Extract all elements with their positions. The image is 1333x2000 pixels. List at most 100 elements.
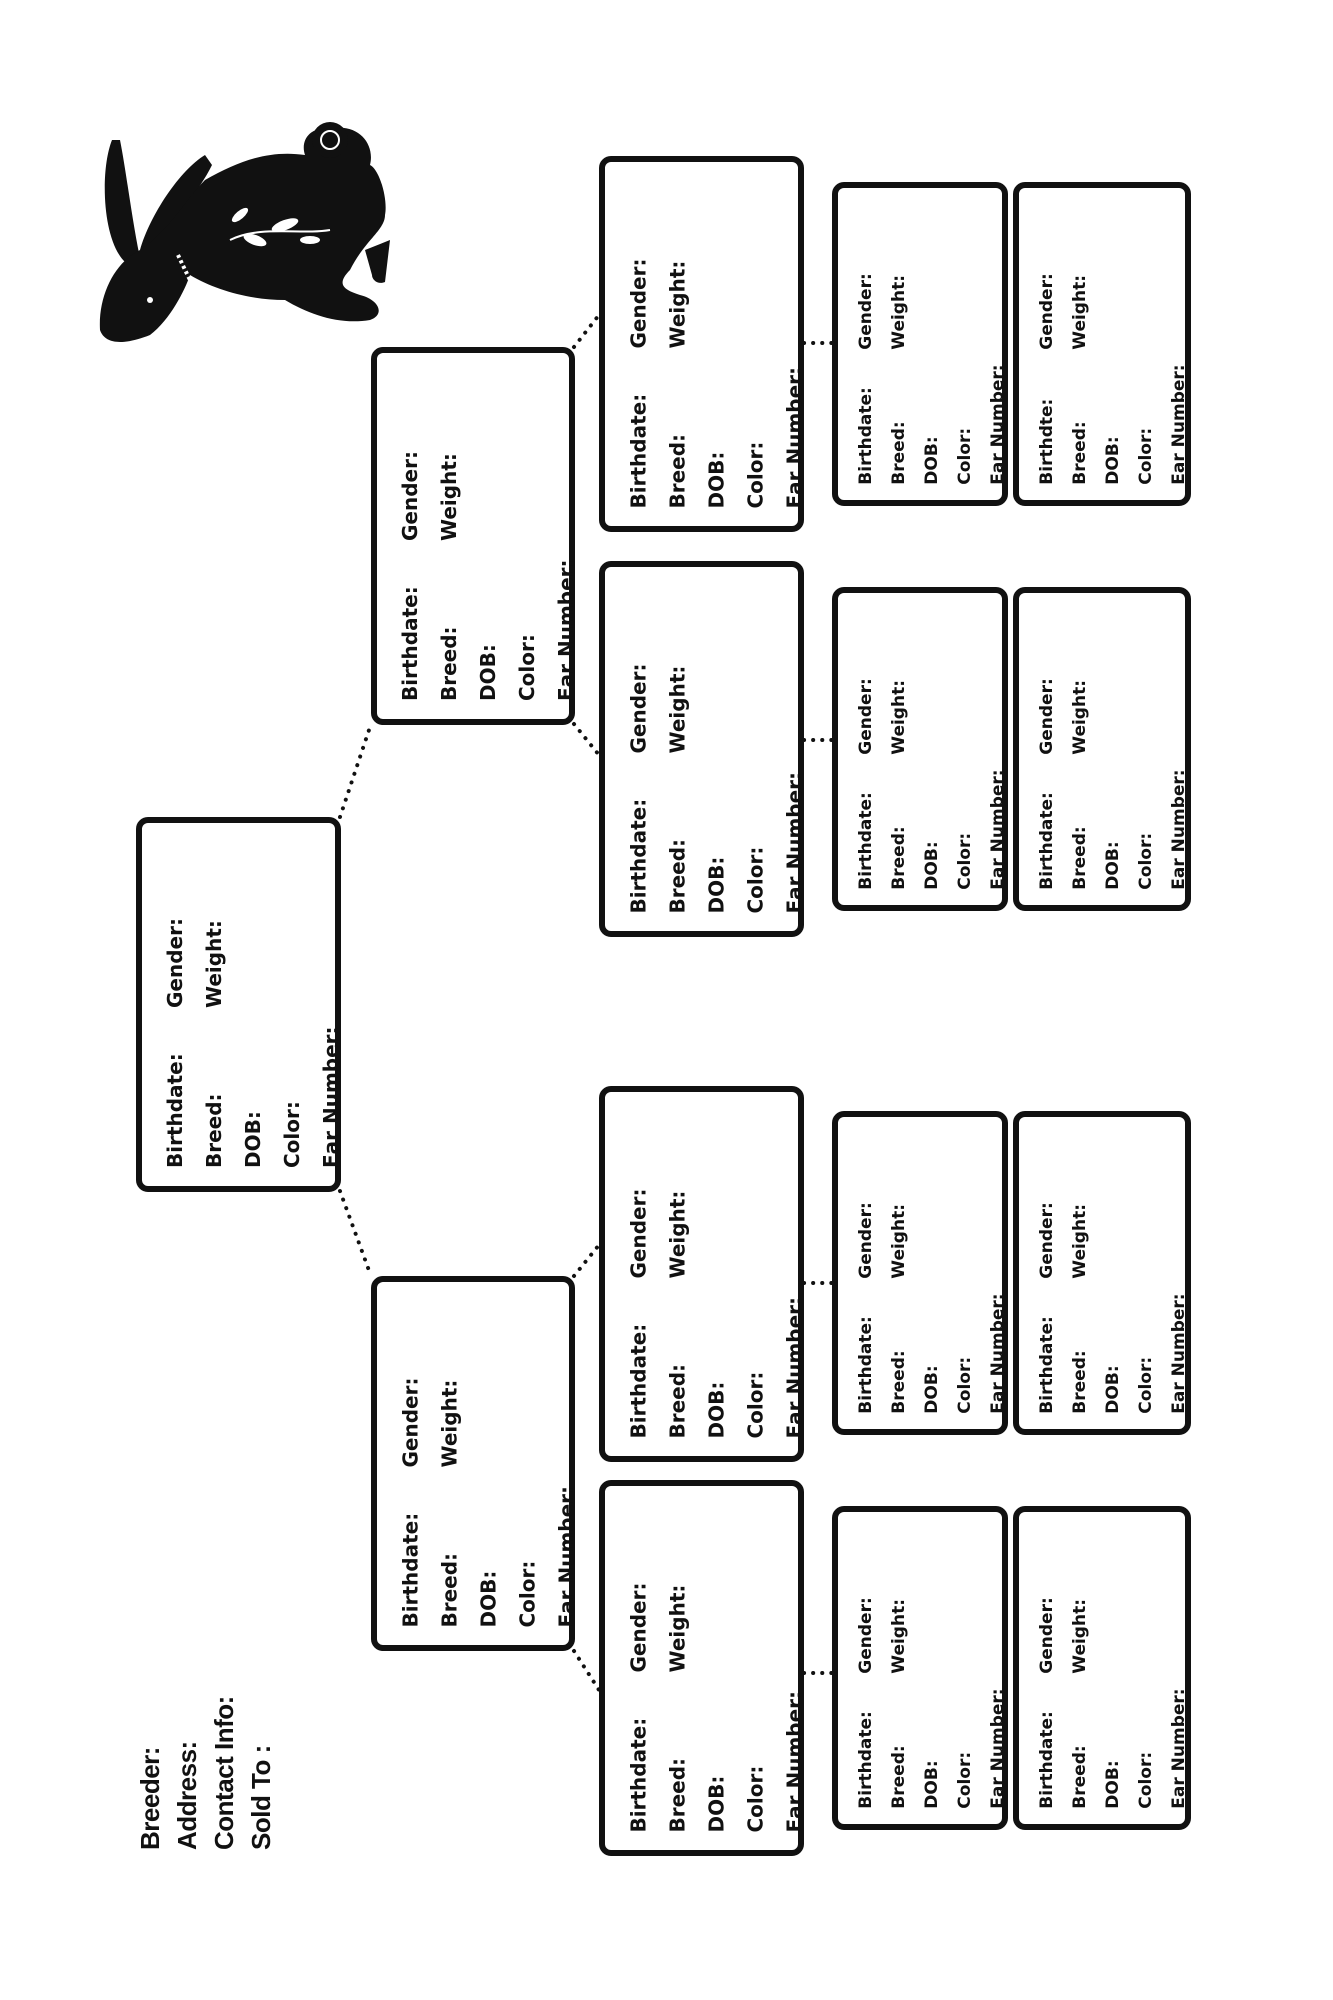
empty-cell — [1097, 1512, 1130, 1674]
field-label: Breed: — [202, 1093, 226, 1168]
field-label: Breed: — [1069, 421, 1090, 485]
field-label: Ear Number: — [1168, 364, 1189, 485]
side-field-label: Gender: — [855, 1597, 876, 1674]
empty-cell — [949, 593, 982, 755]
side-field-label: Weight: — [437, 453, 461, 541]
field-label: Ear Number: — [987, 364, 1008, 485]
field-label: Color: — [1135, 1751, 1156, 1809]
field-label: DOB: — [704, 856, 728, 913]
pedigree-box-grandparent: Birthdate: Gender: Breed: Weight: DOB: Color:… — [599, 1086, 806, 1462]
field-label: Breed: — [437, 1552, 461, 1627]
pedigree-box-great-grandparent: Birthdate: Gender: Breed: Weight: DOB: Color:… — [1013, 587, 1191, 911]
field-label: Color: — [954, 832, 975, 890]
side-field-label: Gender: — [855, 678, 876, 755]
pedigree-box-great-grandparent: Birthdate: Gender: Breed: Weight: DOB: Color:… — [1013, 1506, 1191, 1830]
field-label: Color: — [280, 1101, 304, 1168]
breeder-info-block: Breeder: Address: Contact Info: Sold To … — [120, 1696, 320, 2000]
empty-cell — [736, 567, 775, 753]
field-label: Ear Number: — [987, 1688, 1008, 1809]
pedigree-box-great-grandparent: Birthdate: Gender: Breed: Weight: DOB: Color:… — [832, 1111, 1008, 1435]
field-label: Breed: — [665, 1757, 689, 1832]
field-label: Ear Number: — [319, 1026, 343, 1168]
field-label: Birthdate: — [398, 586, 422, 701]
address-label: Address: — [172, 1741, 202, 1850]
side-field-label: Weight: — [665, 1190, 689, 1278]
field-label: Breed: — [888, 1745, 909, 1809]
pedigree-box-great-grandparent: Birthdte: Gender: Breed: Weight: DOB: Color: E… — [1013, 182, 1191, 506]
empty-cell — [916, 1117, 949, 1279]
field-label: Birthdate: — [855, 1316, 876, 1414]
contact-info-label: Contact Info: — [209, 1696, 239, 1850]
dotted-connector — [572, 1649, 601, 1692]
field-label: Birthdate: — [1036, 1316, 1057, 1414]
empty-cell — [1097, 1117, 1130, 1279]
dotted-connector — [338, 722, 373, 819]
side-field-label: Gender: — [855, 273, 876, 350]
side-field-label: Weight: — [888, 275, 909, 350]
sold-to-label: Sold To : — [246, 1745, 276, 1850]
side-field-label: Gender: — [1036, 273, 1057, 350]
field-label: Breed: — [888, 826, 909, 890]
field-label: Color: — [954, 1356, 975, 1414]
pedigree-box-grandparent: Birthdate: Gender: Breed: Weight: DOB: Color:… — [599, 1480, 806, 1856]
field-label: DOB: — [921, 1760, 942, 1809]
field-label: Breed: — [888, 1350, 909, 1414]
empty-cell — [949, 1512, 982, 1674]
side-field-label: Weight: — [202, 920, 226, 1008]
field-label: Ear Number: — [782, 1690, 806, 1832]
pedigree-box-parent: Birthdate: Gender: Breed: Weight: DOB: Color:… — [371, 347, 578, 725]
field-label: Color: — [743, 441, 767, 508]
empty-cell — [775, 567, 814, 753]
empty-cell — [982, 188, 1015, 350]
field-label: Breed: — [665, 433, 689, 508]
field-label: DOB: — [921, 841, 942, 890]
field-label: Birthdate: — [855, 1711, 876, 1809]
field-label: Ear Number: — [987, 1293, 1008, 1414]
pedigree-box-great-grandparent: Birthdate: Gender: Breed: Weight: DOB: Color:… — [832, 587, 1008, 911]
field-label: Color: — [515, 634, 539, 701]
field-label: Ear Number: — [782, 366, 806, 508]
empty-cell — [916, 593, 949, 755]
pedigree-box-grandparent: Birthdate: Gender: Breed: Weight: DOB: Color:… — [599, 561, 806, 937]
side-field-label: Weight: — [1069, 1599, 1090, 1674]
field-label: Ear Number: — [1168, 769, 1189, 890]
dotted-connector — [572, 722, 601, 757]
field-label: Breed: — [1069, 1745, 1090, 1809]
field-label: Breed: — [888, 421, 909, 485]
empty-cell — [547, 353, 586, 541]
side-field-label: Gender: — [398, 1377, 422, 1467]
field-label: Breed: — [665, 1363, 689, 1438]
field-label: Birthdate: — [398, 1512, 422, 1627]
empty-cell — [775, 1092, 814, 1278]
empty-cell — [697, 162, 736, 348]
empty-cell — [1163, 593, 1196, 755]
field-label: Color: — [743, 1371, 767, 1438]
empty-cell — [469, 1282, 508, 1467]
field-label: Color: — [1135, 427, 1156, 485]
empty-cell — [1163, 1117, 1196, 1279]
field-label: Ear Number: — [782, 771, 806, 913]
field-label: Ear Number: — [1168, 1293, 1189, 1414]
field-label: DOB: — [704, 451, 728, 508]
field-label: DOB: — [476, 644, 500, 701]
field-label: Birthdate: — [626, 393, 650, 508]
empty-cell — [775, 162, 814, 348]
side-field-label: Gender: — [626, 258, 650, 348]
field-label: Color: — [954, 1751, 975, 1809]
side-field-label: Gender: — [855, 1202, 876, 1279]
field-label: Birthdate: — [626, 1323, 650, 1438]
field-label: Birthdate: — [855, 792, 876, 890]
rabbit-silhouette-icon — [99, 122, 390, 342]
empty-cell — [508, 353, 547, 541]
field-label: Color: — [1135, 832, 1156, 890]
field-label: Ear Number: — [987, 769, 1008, 890]
empty-cell — [234, 823, 273, 1008]
field-label: Breed: — [437, 626, 461, 701]
side-field-label: Weight: — [888, 1204, 909, 1279]
side-field-label: Weight: — [437, 1379, 461, 1467]
empty-cell — [775, 1486, 814, 1672]
dotted-connector — [572, 1243, 601, 1278]
empty-cell — [508, 1282, 547, 1467]
